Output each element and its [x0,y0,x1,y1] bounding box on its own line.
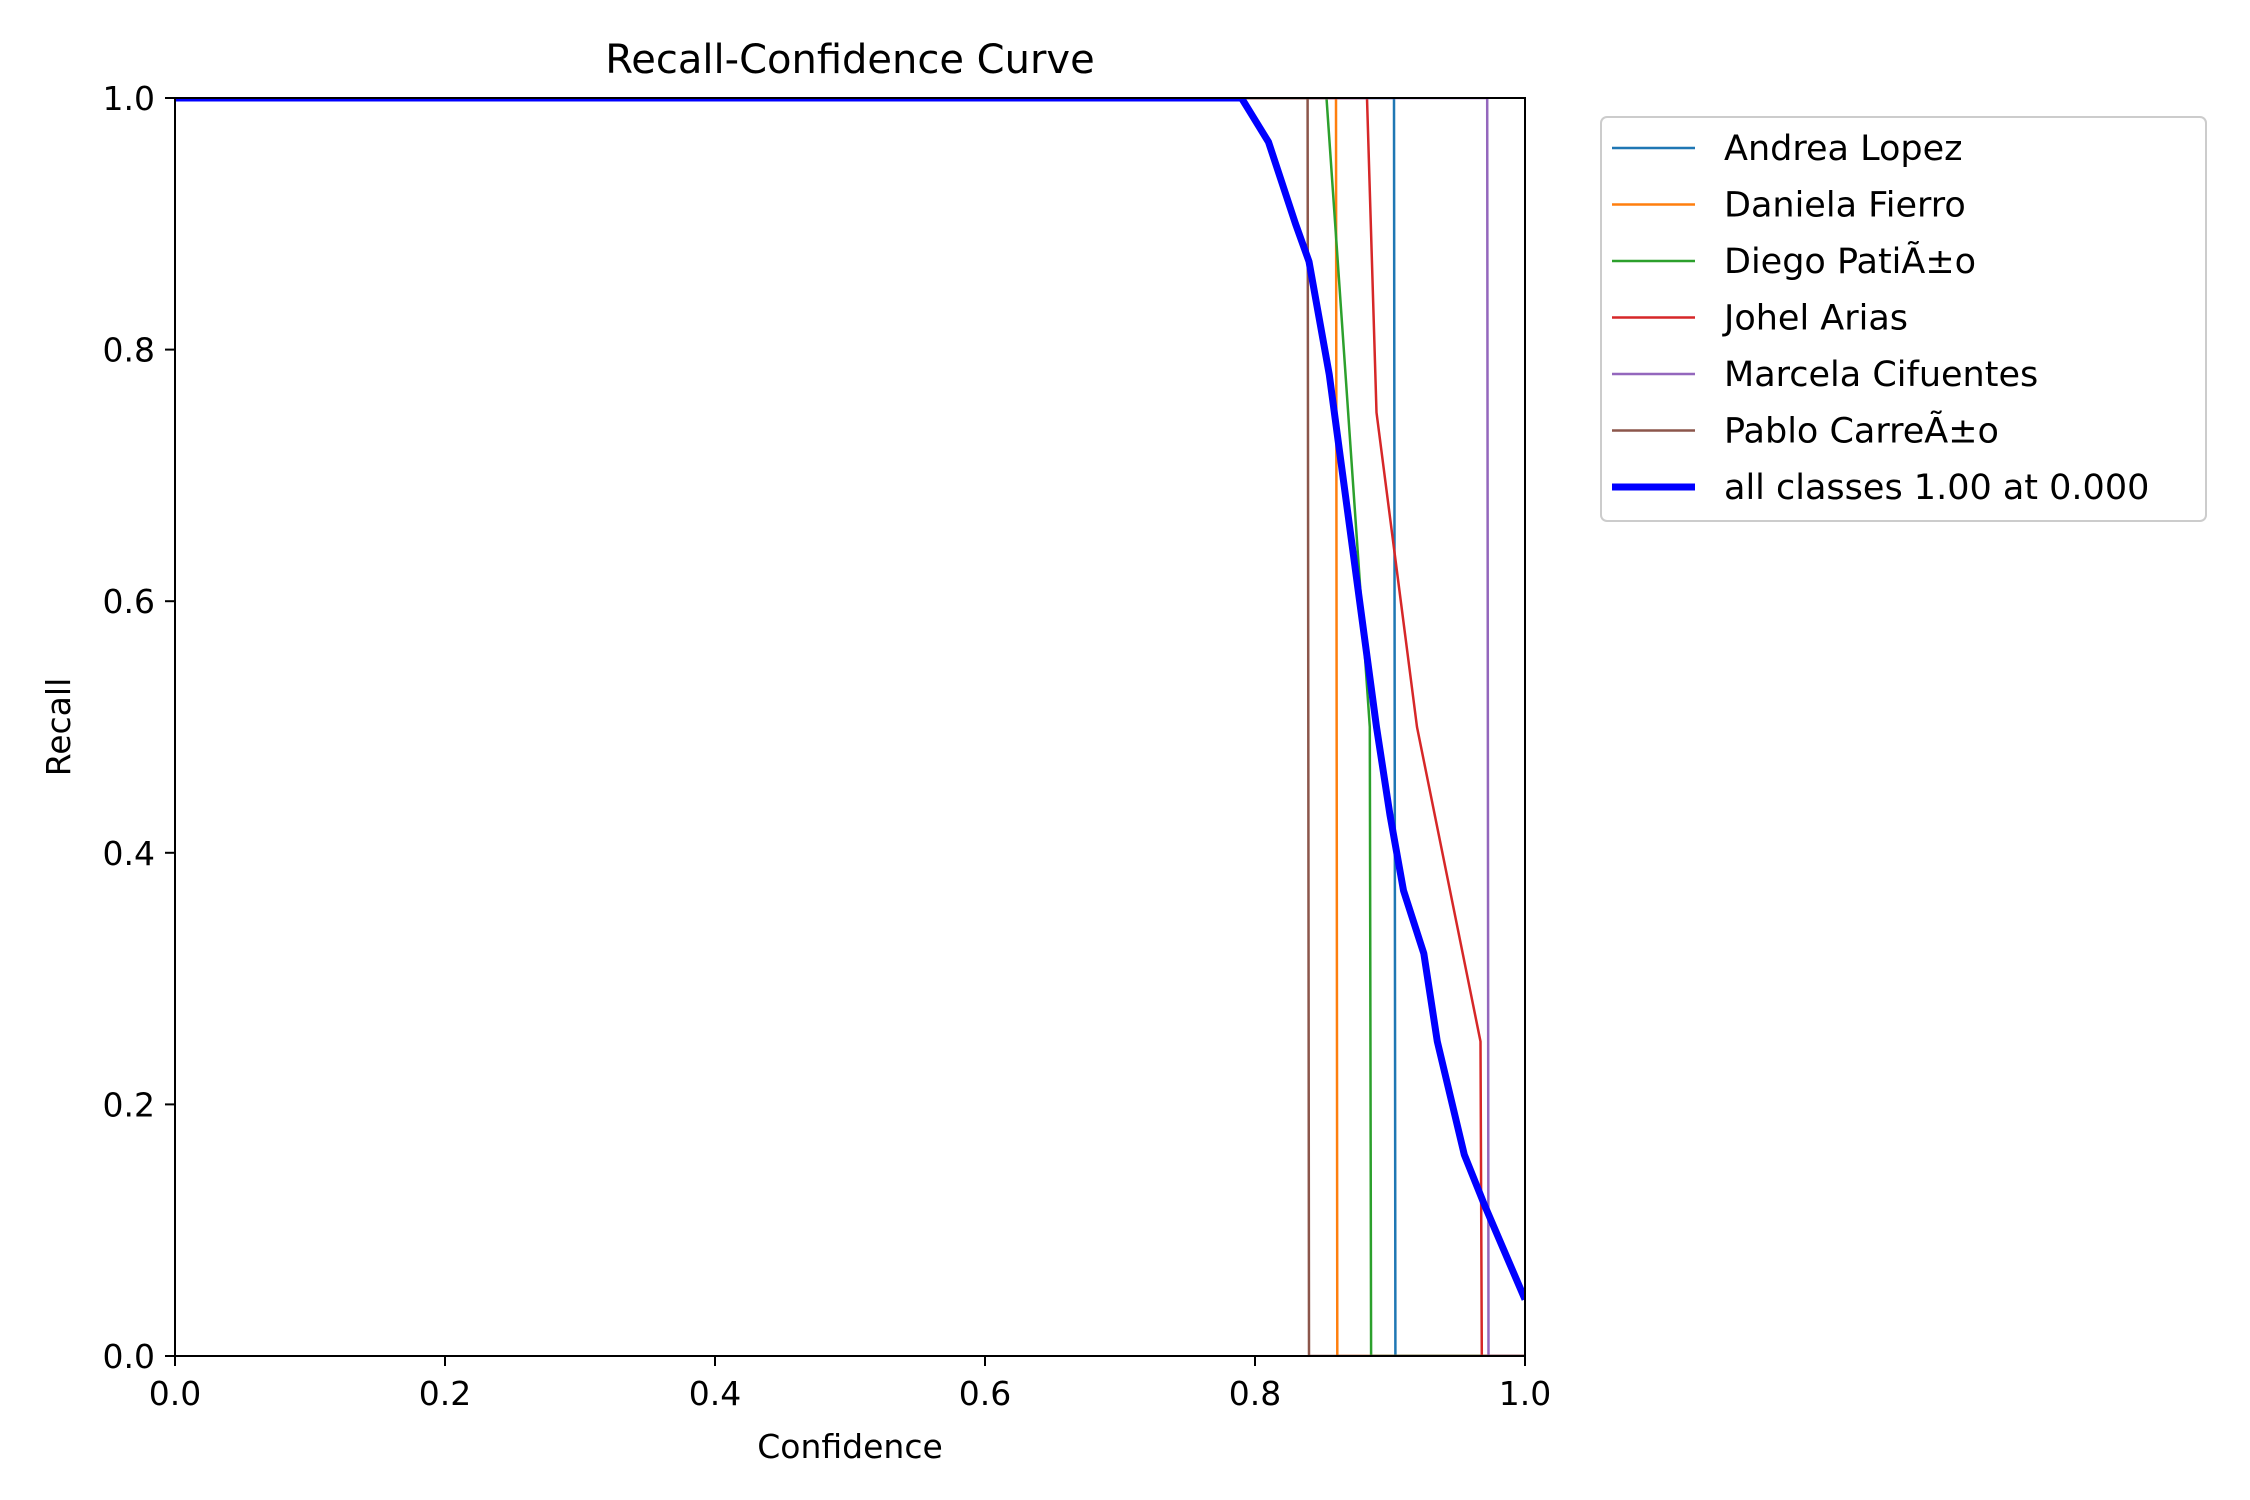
y-tick-label: 0.0 [103,1337,155,1376]
legend-label: Daniela Fierro [1724,186,1966,226]
legend-label: all classes 1.00 at 0.000 [1724,468,2149,508]
legend-label: Marcela Cifuentes [1724,355,2038,395]
y-tick-label: 0.2 [103,1085,155,1124]
x-tick-label: 0.0 [149,1374,201,1413]
y-axis-ticks: 0.0 0.2 0.4 0.6 0.8 1.0 [103,79,175,1376]
legend-label: Pablo CarreÃ±o [1724,410,1999,452]
x-tick-label: 0.4 [689,1374,741,1413]
x-axis-label: Confidence [757,1427,943,1466]
chart-title: Recall-Confidence Curve [605,37,1094,83]
x-axis-ticks: 0.0 0.2 0.4 0.6 0.8 1.0 [149,1356,1551,1413]
plot-background [175,98,1525,1356]
series-line-diego-pati-o [175,98,1525,1356]
x-tick-label: 0.2 [419,1374,471,1413]
legend: Andrea Lopez Daniela Fierro Diego PatiÃ±o J… [1600,116,2207,522]
plot-area [174,97,1526,1357]
series-line-marcela-cifuentes [175,98,1525,1356]
series-line-daniela-fierro [175,98,1525,1356]
y-tick-label: 0.8 [103,331,155,370]
y-tick-label: 1.0 [103,79,155,118]
series-lines [175,98,1525,1356]
legend-label: Diego PatiÃ±o [1724,240,1976,282]
y-tick-label: 0.6 [103,582,155,621]
x-tick-label: 1.0 [1499,1374,1551,1413]
series-line-andrea-lopez [175,98,1525,1356]
x-tick-label: 0.8 [1229,1374,1281,1413]
plot-frame [174,97,1526,1357]
series-line-johel-arias [175,98,1525,1356]
series-line-pablo-carre-o [175,98,1525,1356]
series-line-all-classes-1-00-at-0-000 [175,98,1525,1301]
x-tick-label: 0.6 [959,1374,1011,1413]
legend-label: Johel Arias [1722,299,1908,339]
y-tick-label: 0.4 [103,834,155,873]
legend-frame [1600,116,2207,522]
y-axis-label: Recall [39,678,78,776]
legend-label: Andrea Lopez [1724,129,1963,169]
